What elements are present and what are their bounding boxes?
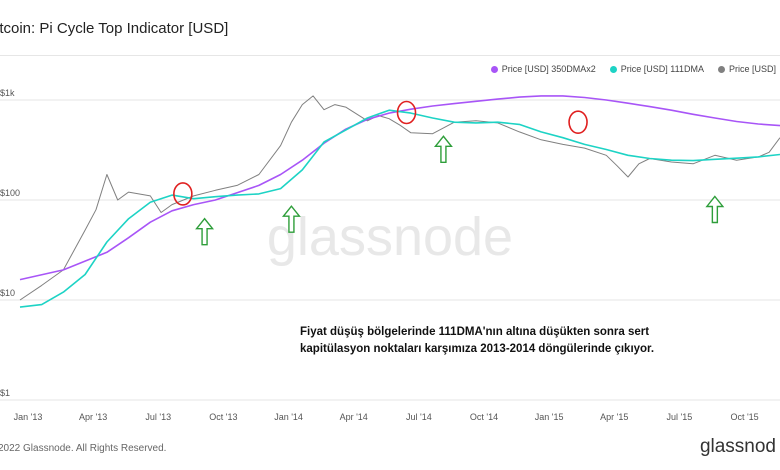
up-arrow-marker xyxy=(281,205,301,233)
y-tick-label: $100 xyxy=(0,188,20,198)
x-axis: Jan '13 Apr '13 Jul '13 Oct '13 Jan '14 Apr '… xyxy=(14,412,759,422)
annotation-line-1: Fiyat düşüş bölgelerinde 111DMA'nın altı… xyxy=(300,326,650,338)
legend-item-350dmax2[interactable]: Price [USD] 350DMAx2 xyxy=(490,64,596,74)
series-lines xyxy=(19,95,780,308)
series-line-1 xyxy=(19,109,780,308)
y-tick-label: $1k xyxy=(0,88,15,98)
x-tick-label: Oct '13 xyxy=(209,412,237,422)
brand-logo: glassnod xyxy=(699,436,776,457)
x-tick-label: Jul '14 xyxy=(406,412,432,422)
y-tick-label: $1 xyxy=(0,388,10,398)
top-circle-marker xyxy=(173,182,193,206)
legend-dot-price xyxy=(717,65,725,73)
top-circle-marker xyxy=(568,110,588,134)
annotation-markers xyxy=(173,100,725,246)
annotation-line-2: kapitülasyon noktaları karşımıza 2013-20… xyxy=(300,343,655,355)
legend-label-350dmax2: Price [USD] 350DMAx2 xyxy=(501,64,596,74)
x-tick-label: Oct '15 xyxy=(730,412,758,422)
grid xyxy=(0,99,780,401)
top-circle-marker xyxy=(396,100,417,125)
x-tick-label: Apr '15 xyxy=(600,412,628,422)
legend-label-price: Price [USD] xyxy=(728,64,776,74)
legend-item-111dma[interactable]: Price [USD] 111DMA xyxy=(609,64,704,74)
series-line-2 xyxy=(19,95,780,301)
up-arrow-marker xyxy=(195,217,215,246)
y-tick-label: $10 xyxy=(0,288,15,298)
annotation-text: Fiyat düşüş bölgelerinde 111DMA'nın altı… xyxy=(300,324,680,358)
x-tick-label: Jan '15 xyxy=(535,412,564,422)
up-arrow-marker xyxy=(705,195,725,224)
x-tick-label: Jul '13 xyxy=(145,412,171,422)
legend-dot-111dma xyxy=(609,65,617,73)
x-tick-label: Apr '14 xyxy=(340,412,368,422)
legend: Price [USD] 350DMAx2 Price [USD] 111DMA … xyxy=(490,64,776,74)
copyright: 2022 Glassnode. All Rights Reserved. xyxy=(0,443,167,454)
x-tick-label: Apr '13 xyxy=(79,412,107,422)
x-tick-label: Jan '14 xyxy=(274,412,303,422)
x-tick-label: Jan '13 xyxy=(14,412,43,422)
y-axis: $1 $10 $100 $1k xyxy=(0,88,20,398)
series-line-0 xyxy=(19,95,780,281)
x-tick-label: Oct '14 xyxy=(470,412,498,422)
header-divider xyxy=(0,55,780,56)
legend-label-111dma: Price [USD] 111DMA xyxy=(620,64,704,74)
chart-title: itcoin: Pi Cycle Top Indicator [USD] xyxy=(0,20,229,37)
watermark: glassnode xyxy=(267,207,513,267)
legend-item-price[interactable]: Price [USD] xyxy=(717,64,776,74)
x-tick-label: Jul '15 xyxy=(667,412,693,422)
up-arrow-marker xyxy=(433,135,453,163)
legend-dot-350dmax2 xyxy=(490,65,498,73)
